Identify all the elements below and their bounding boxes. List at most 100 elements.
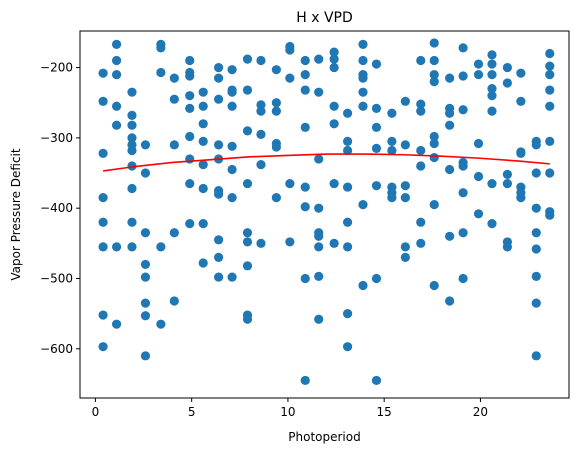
data-point <box>329 178 339 189</box>
data-point <box>487 91 497 101</box>
data-point <box>329 62 339 73</box>
data-point <box>227 164 237 175</box>
data-point <box>140 272 151 282</box>
data-point <box>343 342 353 352</box>
data-point <box>545 48 555 59</box>
data-point <box>487 178 497 189</box>
data-point <box>156 242 166 252</box>
data-point <box>214 189 224 199</box>
data-point <box>516 148 526 158</box>
data-point <box>300 375 310 386</box>
data-point <box>545 101 555 111</box>
x-tick-label: 15 <box>377 405 392 419</box>
data-point <box>343 217 353 227</box>
data-point <box>271 193 281 203</box>
data-point <box>545 210 555 220</box>
data-point <box>314 54 324 64</box>
points-layer <box>98 38 555 386</box>
data-point <box>300 273 310 284</box>
data-point <box>314 203 324 213</box>
data-point <box>358 101 368 111</box>
data-point <box>198 159 208 170</box>
data-point <box>487 50 497 60</box>
y-axis-label: Vapor Pressure Deficit <box>9 148 23 281</box>
data-point <box>329 47 339 57</box>
data-point <box>343 182 353 192</box>
data-point <box>371 375 382 386</box>
data-point <box>242 228 253 238</box>
data-point <box>416 161 426 171</box>
data-point <box>214 272 224 282</box>
data-point <box>127 133 137 143</box>
data-point <box>502 78 512 88</box>
data-point <box>458 161 468 171</box>
data-point <box>198 183 208 194</box>
data-point <box>531 168 541 178</box>
data-point <box>358 39 368 49</box>
data-point <box>445 108 455 118</box>
x-tick-label: 20 <box>473 405 488 419</box>
plot-frame <box>79 30 570 399</box>
data-point <box>242 54 253 64</box>
data-point <box>98 96 108 106</box>
data-point <box>329 119 339 129</box>
data-point <box>429 38 439 48</box>
data-point <box>127 217 137 227</box>
data-point <box>227 65 237 75</box>
data-point <box>140 298 151 308</box>
x-tick-label: 10 <box>280 405 295 419</box>
data-point <box>300 182 310 192</box>
data-point <box>429 280 439 291</box>
data-point <box>387 145 397 156</box>
data-point <box>473 209 484 219</box>
data-point <box>140 168 151 178</box>
data-point <box>185 71 195 81</box>
data-point <box>314 154 324 164</box>
data-point <box>111 319 122 329</box>
data-point <box>185 55 195 66</box>
data-point <box>140 259 151 270</box>
data-point <box>214 235 224 245</box>
data-point <box>400 96 410 106</box>
data-point <box>487 106 497 116</box>
data-point <box>111 101 122 111</box>
data-point <box>314 87 324 97</box>
data-point <box>343 145 353 156</box>
data-point <box>329 238 339 248</box>
data-point <box>314 271 324 281</box>
data-point <box>416 217 426 227</box>
x-tick-label: 5 <box>188 405 196 419</box>
data-point <box>256 129 266 139</box>
data-point <box>416 106 426 116</box>
data-point <box>458 105 468 115</box>
data-point <box>473 59 484 69</box>
data-point <box>127 120 137 130</box>
data-point <box>156 43 166 53</box>
data-point <box>98 310 108 320</box>
data-point <box>502 169 512 180</box>
data-point <box>127 161 137 171</box>
data-point <box>545 85 555 95</box>
data-point <box>169 73 179 83</box>
data-point <box>400 252 410 262</box>
data-point <box>214 73 224 83</box>
data-point <box>227 101 237 111</box>
data-point <box>198 219 208 229</box>
data-point <box>156 67 166 78</box>
data-point <box>400 242 410 252</box>
y-tick-label: −300 <box>40 131 73 145</box>
y-tick-label: −500 <box>40 271 73 285</box>
data-point <box>169 140 179 150</box>
data-point <box>198 101 208 111</box>
data-point <box>545 69 555 80</box>
data-point <box>185 131 195 142</box>
data-point <box>358 87 368 97</box>
data-point <box>185 91 195 101</box>
data-point <box>300 69 310 80</box>
data-point <box>487 69 497 80</box>
data-point <box>473 138 484 149</box>
data-point <box>358 73 368 83</box>
data-point <box>531 244 541 254</box>
data-point <box>242 314 253 324</box>
data-point <box>285 73 295 83</box>
